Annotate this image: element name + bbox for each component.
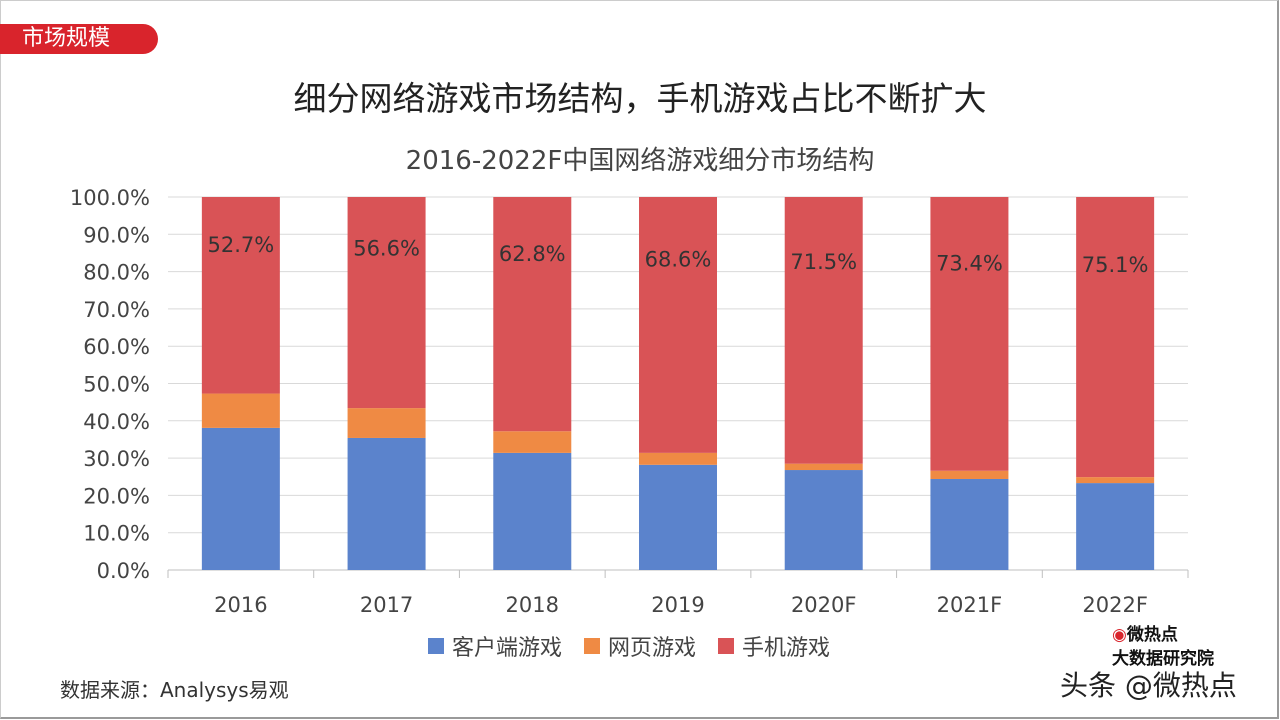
data-label: 73.4%	[936, 252, 1003, 276]
y-tick-label: 70.0%	[83, 298, 150, 322]
bar-segment-网页游戏	[930, 470, 1009, 479]
x-tick-label: 2019	[651, 593, 704, 617]
y-tick-label: 100.0%	[70, 186, 150, 210]
section-tag: 市场规模	[0, 24, 158, 54]
bar-segment-手机游戏	[639, 197, 717, 453]
bar-segment-客户端游戏	[347, 437, 426, 570]
legend-swatch	[428, 638, 444, 654]
bar-segment-网页游戏	[639, 452, 717, 465]
data-label: 56.6%	[353, 237, 420, 261]
y-tick-label: 90.0%	[83, 223, 150, 247]
y-tick-label: 80.0%	[83, 261, 150, 285]
y-tick-label: 60.0%	[83, 335, 150, 359]
bar-segment-手机游戏	[784, 197, 863, 464]
bar-segment-手机游戏	[930, 197, 1009, 471]
watermark-handle: 头条 @微热点	[1060, 669, 1237, 702]
watermark-institute: 大数据研究院	[1112, 649, 1214, 669]
x-tick-label: 2018	[506, 593, 559, 617]
legend-label: 客户端游戏	[452, 636, 562, 661]
bar-segment-手机游戏	[493, 197, 572, 432]
y-tick-label: 50.0%	[83, 373, 150, 397]
bar-segment-网页游戏	[784, 463, 863, 471]
bar-segment-客户端游戏	[930, 478, 1009, 570]
legend-swatch	[584, 638, 600, 654]
bar-segment-手机游戏	[1076, 197, 1155, 478]
watermark-brand: ◉微热点	[1112, 625, 1178, 645]
data-label: 52.7%	[207, 233, 274, 257]
headline: 细分网络游戏市场结构，手机游戏占比不断扩大	[293, 79, 987, 118]
eye-logo-icon: ◉	[1112, 625, 1127, 645]
x-tick-label: 2020F	[791, 593, 857, 617]
bar-segment-手机游戏	[347, 197, 426, 409]
data-label: 62.8%	[499, 242, 566, 266]
bar-segment-客户端游戏	[1076, 483, 1155, 570]
data-label: 68.6%	[645, 247, 712, 271]
x-tick-label: 2017	[360, 593, 413, 617]
bar-segment-网页游戏	[201, 393, 280, 428]
y-tick-label: 40.0%	[83, 410, 150, 434]
bar-segment-网页游戏	[493, 431, 572, 453]
x-tick-label: 2021F	[937, 593, 1003, 617]
legend-label: 手机游戏	[742, 636, 830, 661]
bar-segment-客户端游戏	[201, 427, 280, 570]
bar-segment-客户端游戏	[493, 452, 572, 570]
data-label: 75.1%	[1082, 253, 1149, 277]
legend-swatch	[718, 638, 734, 654]
chart-title: 2016-2022F中国网络游戏细分市场结构	[405, 146, 875, 176]
y-tick-label: 10.0%	[83, 522, 150, 546]
y-tick-label: 0.0%	[97, 559, 150, 583]
x-tick-label: 2016	[214, 593, 267, 617]
y-tick-label: 30.0%	[83, 447, 150, 471]
bar-segment-客户端游戏	[784, 470, 863, 570]
x-tick-label: 2022F	[1082, 593, 1148, 617]
y-tick-label: 20.0%	[83, 484, 150, 508]
data-label: 71.5%	[790, 250, 857, 274]
bar-segment-网页游戏	[1076, 477, 1155, 484]
source-note: 数据来源：Analysys易观	[60, 678, 289, 702]
bar-segment-网页游戏	[347, 408, 426, 438]
bar-segment-手机游戏	[201, 197, 280, 394]
bar-segment-客户端游戏	[639, 464, 717, 570]
legend-label: 网页游戏	[608, 636, 696, 661]
